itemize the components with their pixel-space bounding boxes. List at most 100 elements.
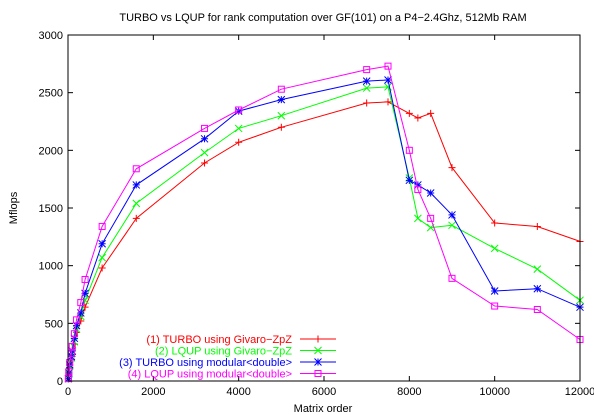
legend-label: (1) TURBO using Givaro−ZpZ: [146, 334, 292, 346]
data-point: [363, 99, 371, 107]
data-point: [405, 176, 414, 185]
x-axis-label: Matrix order: [294, 403, 353, 415]
data-point: [490, 287, 499, 295]
data-point: [77, 299, 85, 307]
data-point: [427, 214, 435, 222]
data-point: [76, 309, 85, 317]
data-point: [277, 123, 285, 131]
legend-entry: (2) LQUP using Givaro−ZpZ: [155, 346, 336, 358]
data-point: [66, 359, 74, 367]
data-point: [314, 335, 322, 343]
y-tick-label: 500: [45, 318, 63, 330]
data-point: [414, 186, 422, 194]
data-point: [98, 239, 106, 248]
data-point: [132, 214, 140, 222]
data-point: [448, 211, 456, 219]
series-4: [64, 62, 584, 383]
data-point: [405, 109, 413, 117]
data-point: [490, 244, 499, 253]
data-point: [384, 76, 392, 84]
data-point: [201, 124, 209, 132]
data-point: [414, 214, 422, 223]
data-point: [65, 368, 73, 376]
y-axis-label: Mflops: [8, 191, 20, 224]
data-point: [81, 289, 89, 298]
data-point: [314, 370, 322, 377]
data-point: [200, 134, 209, 143]
legend-label: (4) LQUP using modular<double>: [128, 369, 292, 381]
data-point: [70, 330, 78, 338]
data-point: [235, 106, 243, 114]
data-point: [132, 181, 141, 189]
x-tick-label: 2000: [141, 386, 165, 398]
data-point: [234, 124, 243, 133]
legend-entry: (1) TURBO using Givaro−ZpZ: [146, 334, 336, 346]
data-point: [201, 159, 209, 167]
data-point: [68, 342, 76, 350]
data-point: [314, 358, 322, 366]
plot-frame: [67, 34, 581, 382]
data-point: [98, 264, 106, 272]
data-point: [384, 98, 392, 106]
legend-entry: (3) TURBO using modular<double>: [119, 357, 336, 369]
legend-entry: (4) LQUP using modular<double>: [128, 369, 336, 381]
x-tick-label: 8000: [397, 386, 421, 398]
series-1: [64, 98, 584, 383]
data-point: [362, 77, 371, 85]
data-point: [98, 253, 106, 262]
y-tick-label: 2000: [39, 145, 63, 157]
data-point: [81, 303, 89, 311]
data-point: [200, 148, 209, 157]
series-3: [64, 76, 584, 383]
x-tick-label: 4000: [226, 386, 250, 398]
data-point: [533, 305, 541, 313]
x-tick-label: 6000: [312, 386, 336, 398]
series-2: [64, 83, 584, 383]
data-point: [414, 114, 422, 122]
data-point: [426, 189, 435, 197]
data-point: [98, 222, 106, 230]
series-line: [67, 79, 581, 379]
legend: (1) TURBO using Givaro−ZpZ(2) LQUP using…: [119, 334, 336, 381]
y-tick-label: 2500: [39, 88, 63, 100]
data-point: [414, 181, 422, 189]
legend-label: (2) LQUP using Givaro−ZpZ: [155, 346, 292, 358]
data-point: [533, 222, 541, 230]
data-point: [427, 109, 435, 117]
data-point: [73, 316, 81, 324]
data-point: [384, 62, 392, 70]
data-point: [277, 95, 286, 104]
data-point: [277, 111, 286, 120]
data-point: [314, 346, 322, 355]
y-tick-label: 3000: [39, 30, 63, 42]
data-point: [234, 107, 243, 115]
chart-title: TURBO vs LQUP for rank computation over …: [119, 12, 526, 24]
data-point: [277, 85, 285, 93]
y-tick-label: 1000: [39, 261, 63, 273]
data-point: [362, 84, 371, 92]
data-point: [491, 302, 499, 310]
x-tick-label: 10000: [479, 386, 510, 398]
plot-area: [64, 62, 584, 383]
series-line: [67, 86, 581, 379]
axis-ticks: 0 500 1000 1500 2000 2500 3000 0 2000 4000 6000 800…: [39, 30, 594, 398]
data-point: [132, 199, 141, 208]
x-tick-label: 12000: [565, 386, 594, 398]
data-point: [68, 347, 77, 355]
y-tick-label: 1500: [39, 203, 63, 215]
series-line: [67, 65, 581, 379]
data-point: [448, 164, 456, 172]
data-point: [533, 284, 542, 293]
data-point: [448, 221, 456, 230]
data-point: [72, 321, 81, 330]
data-point: [70, 334, 79, 343]
data-point: [81, 276, 89, 284]
data-point: [132, 165, 140, 173]
data-point: [235, 138, 243, 146]
x-tick-label: 0: [65, 386, 71, 398]
y-tick-label: 0: [57, 376, 63, 388]
series-line: [67, 101, 581, 379]
legend-label: (3) TURBO using modular<double>: [119, 357, 292, 369]
data-point: [533, 265, 542, 273]
